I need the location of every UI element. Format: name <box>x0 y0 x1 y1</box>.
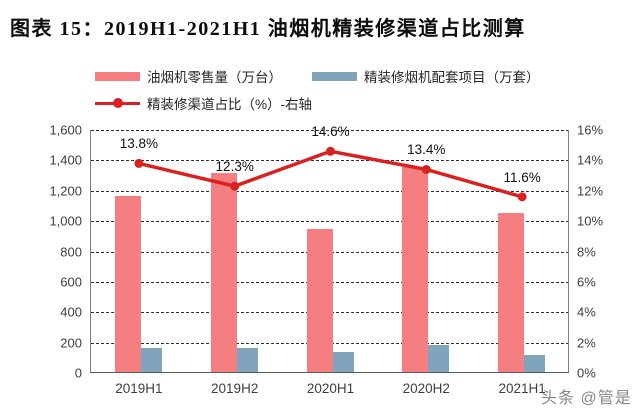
y-axis-tick-right: 14% <box>577 152 604 168</box>
y-axis-tick-left: 400 <box>60 304 82 320</box>
x-axis-tick: 2019H2 <box>211 381 259 396</box>
bar-project-2020H1 <box>332 352 354 372</box>
line-marker <box>421 164 431 174</box>
bar-retail-2021H1 <box>498 212 525 372</box>
legend-item-retail: 油烟机零售量（万台） <box>95 66 282 86</box>
legend-item-project: 精装修烟机配套项目（万套） <box>312 66 540 86</box>
gridline <box>91 221 568 223</box>
title-underline <box>6 44 635 48</box>
bar-project-2019H1 <box>140 348 162 372</box>
y-axis-tick-left: 200 <box>60 335 82 351</box>
y-axis-tick-left: 1,200 <box>49 183 82 199</box>
legend-label-ratio: 精装修渠道占比（%）-右轴 <box>147 97 312 112</box>
legend-label-retail: 油烟机零售量（万台） <box>147 70 282 85</box>
y-axis-tick-right: 0% <box>577 365 596 381</box>
gridline <box>91 190 568 192</box>
y-axis-tick-left: 600 <box>60 274 82 290</box>
y-axis-tick-right: 2% <box>577 335 596 351</box>
y-axis-tick-right: 10% <box>577 213 604 229</box>
y-axis-tick-right: 12% <box>577 183 604 199</box>
data-label: 12.3% <box>215 159 254 175</box>
bar-retail-2019H2 <box>210 173 237 372</box>
plot-area: 0 200 400 600 800 1,000 1,200 1,400 1,600 0% 2% 4% 6… <box>49 123 603 397</box>
bar-project-2020H2 <box>428 345 450 372</box>
trend-line-layer <box>134 146 527 202</box>
line-marker <box>326 146 335 156</box>
y-axis-tick-right: 6% <box>577 274 596 290</box>
legend-swatch-project <box>312 71 357 81</box>
gridline <box>91 130 568 131</box>
y-axis-tick-left: 1,000 <box>49 213 82 229</box>
bar-retail-2019H1 <box>114 195 141 372</box>
watermark: 头条 @管是 <box>541 390 632 407</box>
data-label: 14.6% <box>311 124 350 140</box>
bar-retail-2020H2 <box>402 166 429 372</box>
legend-marker-dot <box>112 98 123 108</box>
legend-swatch-retail <box>95 71 140 81</box>
bar-project-2021H1 <box>524 355 546 372</box>
bar-retail-2020H1 <box>306 229 333 372</box>
x-axis-tick: 2021H1 <box>498 381 546 396</box>
y-axis-tick-left: 0 <box>74 365 82 381</box>
y-axis-tick-right: 4% <box>577 304 596 320</box>
data-label: 11.6% <box>503 169 541 185</box>
y-axis-tick-right: 16% <box>577 122 604 138</box>
x-axis-tick: 2019H1 <box>115 381 163 396</box>
legend-swatch-ratio-line <box>95 98 140 108</box>
line-marker <box>134 158 144 168</box>
data-label: 13.4% <box>407 142 446 158</box>
data-label: 13.8% <box>119 136 159 152</box>
y-axis-tick-left: 800 <box>60 244 82 259</box>
y-axis-tick-left: 1,600 <box>49 122 82 138</box>
y-axis-tick-left: 1,400 <box>49 152 82 168</box>
x-axis-tick: 2020H1 <box>306 381 355 396</box>
line-marker <box>517 192 527 202</box>
bar-project-2019H2 <box>236 348 258 372</box>
legend-label-project: 精装修烟机配套项目（万套） <box>364 70 540 85</box>
gridline <box>91 160 568 162</box>
trend-line <box>138 149 523 199</box>
line-marker <box>230 181 240 191</box>
y-axis-tick-right: 8% <box>577 244 596 259</box>
x-axis-tick: 2020H2 <box>402 381 450 396</box>
page-title: 图表 15：2019H1-2021H1 油烟机精装修渠道占比测算 <box>10 18 526 40</box>
legend-item-ratio: 精装修渠道占比（%）-右轴 <box>95 93 312 113</box>
